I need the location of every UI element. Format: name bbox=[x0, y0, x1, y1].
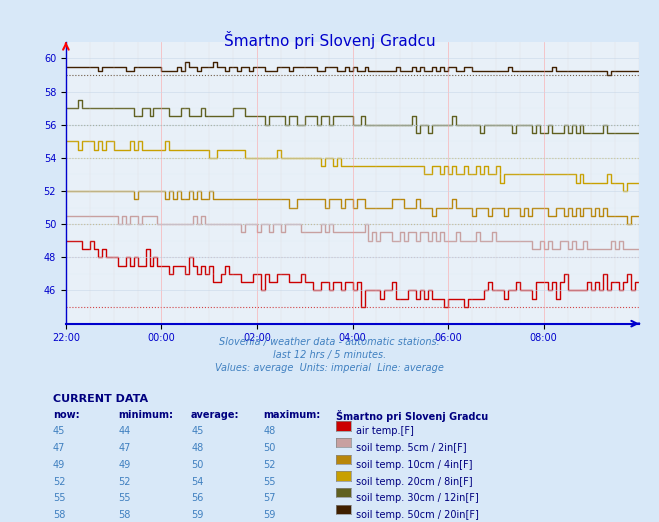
Text: soil temp. 30cm / 12in[F]: soil temp. 30cm / 12in[F] bbox=[356, 493, 478, 503]
Text: now:: now: bbox=[53, 410, 79, 420]
Text: soil temp. 10cm / 4in[F]: soil temp. 10cm / 4in[F] bbox=[356, 460, 473, 470]
Text: 59: 59 bbox=[191, 510, 204, 520]
Text: minimum:: minimum: bbox=[119, 410, 173, 420]
Text: 55: 55 bbox=[119, 493, 131, 503]
Text: 52: 52 bbox=[53, 477, 65, 487]
Text: 57: 57 bbox=[264, 493, 276, 503]
Text: 52: 52 bbox=[264, 460, 276, 470]
Text: Slovenia / weather data - automatic stations.: Slovenia / weather data - automatic stat… bbox=[219, 337, 440, 347]
Text: maximum:: maximum: bbox=[264, 410, 321, 420]
Text: average:: average: bbox=[191, 410, 240, 420]
Text: 54: 54 bbox=[191, 477, 204, 487]
Text: 45: 45 bbox=[53, 426, 65, 436]
Text: 56: 56 bbox=[191, 493, 204, 503]
Text: 45: 45 bbox=[191, 426, 204, 436]
Text: 48: 48 bbox=[191, 443, 204, 453]
Text: 50: 50 bbox=[191, 460, 204, 470]
Text: soil temp. 5cm / 2in[F]: soil temp. 5cm / 2in[F] bbox=[356, 443, 467, 453]
Text: 59: 59 bbox=[264, 510, 276, 520]
Text: 49: 49 bbox=[53, 460, 65, 470]
Text: 47: 47 bbox=[53, 443, 65, 453]
Text: 48: 48 bbox=[264, 426, 276, 436]
Text: Values: average  Units: imperial  Line: average: Values: average Units: imperial Line: av… bbox=[215, 363, 444, 373]
Text: air temp.[F]: air temp.[F] bbox=[356, 426, 414, 436]
Text: 50: 50 bbox=[264, 443, 276, 453]
Text: 55: 55 bbox=[264, 477, 276, 487]
Text: Šmartno pri Slovenj Gradcu: Šmartno pri Slovenj Gradcu bbox=[336, 410, 488, 422]
Text: 58: 58 bbox=[53, 510, 65, 520]
Text: 47: 47 bbox=[119, 443, 131, 453]
Text: 49: 49 bbox=[119, 460, 131, 470]
Text: 55: 55 bbox=[53, 493, 65, 503]
Text: Šmartno pri Slovenj Gradcu: Šmartno pri Slovenj Gradcu bbox=[223, 31, 436, 49]
Text: soil temp. 20cm / 8in[F]: soil temp. 20cm / 8in[F] bbox=[356, 477, 473, 487]
Text: CURRENT DATA: CURRENT DATA bbox=[53, 394, 148, 404]
Text: 52: 52 bbox=[119, 477, 131, 487]
Text: soil temp. 50cm / 20in[F]: soil temp. 50cm / 20in[F] bbox=[356, 510, 478, 520]
Text: last 12 hrs / 5 minutes.: last 12 hrs / 5 minutes. bbox=[273, 350, 386, 360]
Text: 44: 44 bbox=[119, 426, 131, 436]
Text: 58: 58 bbox=[119, 510, 131, 520]
